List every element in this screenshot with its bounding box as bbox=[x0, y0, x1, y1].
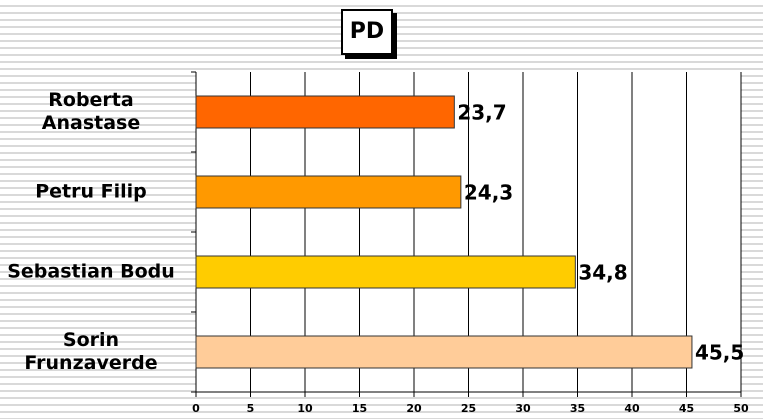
chart-title: PD bbox=[341, 9, 393, 55]
value-label: 24,3 bbox=[464, 181, 513, 205]
x-tick-label: 50 bbox=[733, 402, 749, 415]
x-tick-label: 30 bbox=[515, 402, 531, 415]
value-label: 45,5 bbox=[695, 341, 744, 365]
y-tick-label: Roberta Anastase bbox=[41, 89, 141, 134]
x-tick-label: 45 bbox=[679, 402, 694, 415]
x-tick-label: 10 bbox=[297, 402, 313, 415]
bar bbox=[195, 95, 455, 129]
x-tick-label: 15 bbox=[352, 402, 367, 415]
x-tick-label: 25 bbox=[461, 402, 476, 415]
bar bbox=[195, 255, 576, 289]
value-label: 34,8 bbox=[578, 261, 627, 285]
x-tick-label: 40 bbox=[624, 402, 640, 415]
x-tick-label: 35 bbox=[570, 402, 585, 415]
bar bbox=[195, 335, 693, 369]
x-tick-label: 0 bbox=[192, 402, 200, 415]
x-tick-label: 20 bbox=[406, 402, 422, 415]
y-tick-label: Petru Filip bbox=[35, 180, 147, 203]
y-tick-label: Sebastian Bodu bbox=[7, 260, 175, 283]
y-tick-label: Sorin Frunzaverde bbox=[24, 329, 158, 374]
value-label: 23,7 bbox=[457, 101, 506, 125]
bar bbox=[195, 175, 462, 209]
x-tick-label: 5 bbox=[247, 402, 255, 415]
